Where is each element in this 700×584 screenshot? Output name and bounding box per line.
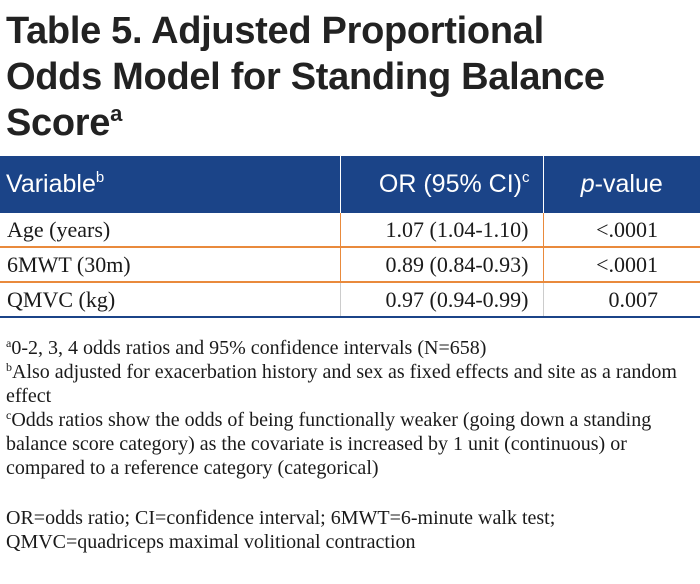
- cell-variable: 6MWT (30m): [0, 247, 340, 283]
- cell-or: 0.89 (0.84-0.93): [339, 247, 543, 283]
- table-title: Table 5. Adjusted Proportional Odds Mode…: [6, 8, 696, 146]
- header-pvalue: p-value: [542, 156, 700, 213]
- footnote-c-text: Odds ratios show the odds of being funct…: [6, 409, 652, 479]
- header-variable-label: Variable: [6, 170, 96, 198]
- abbreviations-note: OR=odds ratio; CI=confidence interval; 6…: [6, 507, 556, 553]
- footnote-b-mark: b: [6, 360, 12, 374]
- title-line-1: Table 5. Adjusted Proportional: [6, 10, 544, 52]
- footnote-b: bAlso adjusted for exacerbation history …: [6, 360, 696, 408]
- cell-pvalue: <.0001: [542, 247, 700, 283]
- footnote-a: a0-2, 3, 4 odds ratios and 95% confidenc…: [6, 336, 696, 360]
- cell-variable: QMVC (kg): [0, 282, 340, 318]
- header-or-label: OR (95% CI): [378, 170, 522, 198]
- header-variable: Variableb: [0, 156, 340, 213]
- cell-or: 1.07 (1.04-1.10): [339, 213, 543, 248]
- footnote-c: cOdds ratios show the odds of being func…: [6, 408, 696, 480]
- cell-or: 0.97 (0.94-0.99): [339, 282, 543, 318]
- cell-variable: Age (years): [0, 213, 340, 248]
- header-or: OR (95% CI)c: [339, 156, 543, 213]
- header-p-italic: p: [580, 170, 595, 198]
- table-row: Age (years) 1.07 (1.04-1.10) <.0001: [0, 213, 700, 248]
- footnote-b-text: Also adjusted for exacerbation history a…: [6, 361, 677, 407]
- header-row: Variableb OR (95% CI)c p-value: [0, 156, 700, 213]
- title-line-3-text: Score: [6, 102, 111, 144]
- footnote-a-text: 0-2, 3, 4 odds ratios and 95% confidence…: [11, 337, 487, 359]
- title-footnote-mark: a: [110, 101, 123, 126]
- results-table: Variableb OR (95% CI)c p-value Age (year…: [0, 156, 700, 318]
- cell-pvalue: 0.007: [542, 282, 700, 318]
- title-line-3: Scorea: [6, 100, 696, 146]
- header-p-rest: -value: [594, 170, 663, 198]
- footnote-a-mark: a: [6, 336, 12, 350]
- cell-pvalue: <.0001: [542, 213, 700, 248]
- table-row: 6MWT (30m) 0.89 (0.84-0.93) <.0001: [0, 247, 700, 283]
- footnote-c-mark: c: [6, 408, 12, 422]
- table-row: QMVC (kg) 0.97 (0.94-0.99) 0.007: [0, 282, 700, 318]
- header-or-mark: c: [522, 169, 530, 186]
- header-variable-mark: b: [95, 169, 105, 186]
- footnotes: a0-2, 3, 4 odds ratios and 95% confidenc…: [6, 336, 696, 554]
- title-line-2: Odds Model for Standing Balance: [6, 56, 605, 98]
